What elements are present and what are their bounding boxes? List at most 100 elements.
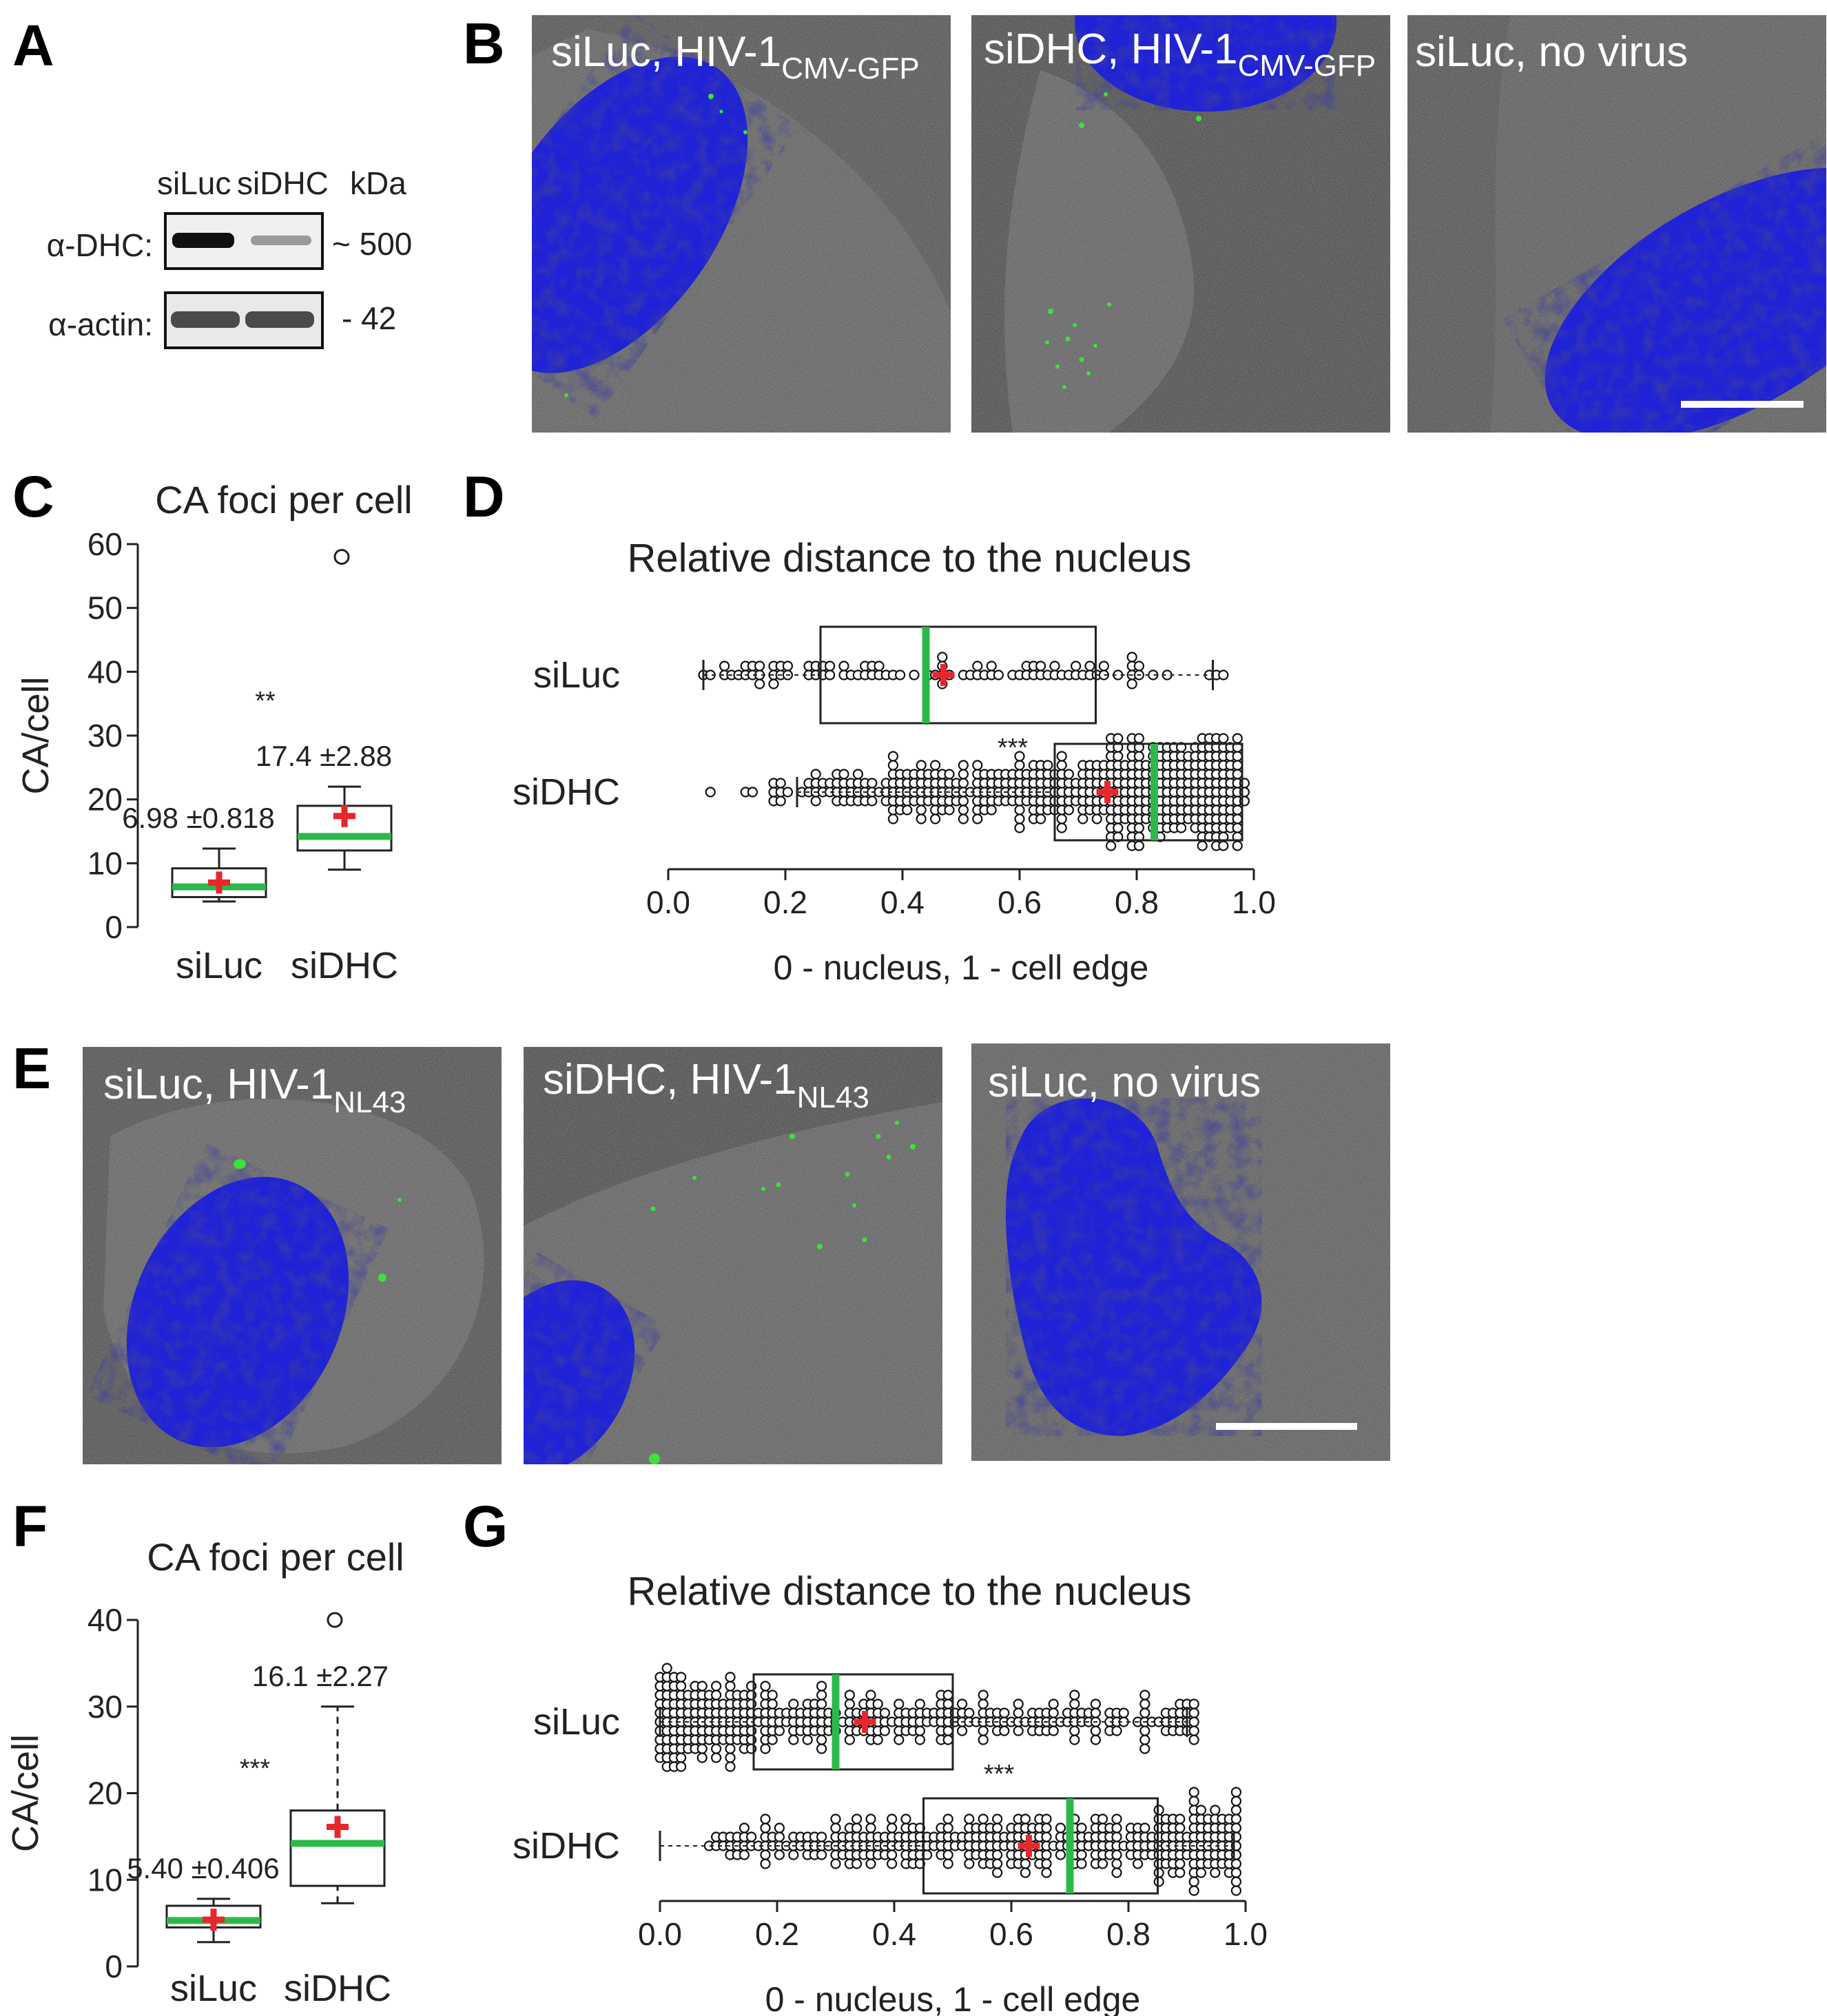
- data-point-sidhc: [852, 769, 864, 780]
- data-point-siluc: [1069, 1698, 1080, 1710]
- data-point-siluc: [1126, 652, 1137, 663]
- data-point-sidhc: [760, 1849, 771, 1860]
- data-point-siluc: [1188, 1734, 1199, 1745]
- data-point-sidhc: [1035, 813, 1046, 824]
- kda-value-actin: - 42: [342, 300, 396, 336]
- data-point-sidhc: [745, 1831, 757, 1842]
- significance-marker: **: [255, 687, 276, 716]
- data-point-sidhc: [1020, 1814, 1031, 1825]
- data-point-sidhc: [1056, 822, 1067, 833]
- data-point-siluc: [1090, 1725, 1102, 1736]
- data-point-sidhc: [1056, 813, 1067, 824]
- micrograph-b3-label-main: siLuc, no virus: [1415, 28, 1688, 76]
- data-point-sidhc: [1133, 733, 1145, 744]
- data-point-sidhc: [867, 796, 878, 807]
- data-point-sidhc: [886, 1858, 898, 1869]
- data-point-sidhc: [942, 1814, 953, 1825]
- data-point-siluc: [725, 1672, 736, 1683]
- significance-marker: ***: [998, 734, 1029, 762]
- panel-letter-e: E: [12, 1036, 51, 1101]
- data-point-sidhc: [774, 1831, 785, 1842]
- micrograph-b1-label-sub: CMV-GFP: [781, 52, 919, 85]
- data-point-siluc: [754, 661, 765, 672]
- data-point-siluc: [978, 1725, 989, 1736]
- data-point-siluc: [816, 1734, 827, 1745]
- data-point-sidhc: [1188, 1787, 1199, 1798]
- data-point-sidhc: [986, 804, 997, 815]
- data-point-sidhc: [916, 760, 927, 771]
- annotation-siluc: 5.40 ±0.406: [127, 1852, 280, 1884]
- data-point-sidhc: [991, 1814, 1003, 1825]
- data-point-siluc: [696, 1743, 708, 1754]
- data-point-siluc: [719, 661, 730, 672]
- data-point-siluc: [942, 1698, 953, 1710]
- panel-letter-d: D: [463, 464, 505, 529]
- data-point-sidhc: [1153, 1876, 1164, 1887]
- category-label-siluc: siLuc: [170, 1968, 257, 2009]
- data-point-siluc: [725, 1743, 736, 1754]
- x-tick-label: 0.6: [998, 884, 1042, 920]
- data-point-sidhc: [1042, 760, 1053, 771]
- data-point-sidhc: [964, 1858, 975, 1869]
- chart-title: CA foci per cell: [155, 478, 413, 521]
- lane-label-sidhc: siDHC: [237, 165, 329, 201]
- data-point-sidhc: [774, 1822, 785, 1833]
- data-point-siluc: [1188, 1725, 1199, 1736]
- data-point-sidhc: [958, 804, 969, 815]
- data-point-siluc: [894, 669, 906, 680]
- y-tick-label: 0: [105, 909, 123, 945]
- data-point-siluc: [760, 1681, 771, 1692]
- x-tick-label: 0.4: [872, 1916, 916, 1952]
- data-point-sidhc: [865, 1814, 876, 1825]
- data-point-siluc: [1069, 1734, 1080, 1745]
- data-point-sidhc: [1113, 822, 1124, 833]
- data-point-sidhc: [886, 1849, 898, 1860]
- y-tick-label: 10: [87, 1862, 123, 1898]
- data-point-sidhc: [887, 760, 899, 771]
- data-point-siluc: [986, 661, 997, 672]
- data-point-siluc: [879, 1707, 891, 1718]
- data-point-sidhc: [1232, 813, 1243, 824]
- mean-marker-siluc: [208, 871, 230, 894]
- data-point-sidhc: [991, 1849, 1003, 1860]
- data-point-sidhc: [972, 813, 983, 824]
- data-point-sidhc: [867, 778, 878, 789]
- data-point-sidhc: [944, 769, 955, 780]
- x-tick-label: 0.8: [1106, 1916, 1150, 1952]
- data-point-sidhc: [1232, 840, 1243, 851]
- data-point-sidhc: [1139, 1822, 1150, 1833]
- data-point-sidhc: [902, 804, 913, 815]
- chart-f-box-plot: CA foci per cell CA/cell 0 10 20 30 40 5.40 ±0.…: [5, 1535, 404, 2009]
- micrograph-e1-label-sub: NL43: [333, 1085, 406, 1119]
- data-point-siluc: [844, 1690, 856, 1701]
- data-point-siluc: [942, 1734, 953, 1745]
- significance-marker: ***: [240, 1754, 271, 1783]
- band-actin-sidhc: [245, 311, 314, 328]
- data-point-siluc: [767, 1734, 778, 1745]
- data-point-sidhc: [1230, 1885, 1242, 1896]
- chart-d-distance-plot: Relative distance to the nucleus 0.0 0.2 0.…: [513, 536, 1276, 987]
- x-tick-label: 0.0: [638, 1916, 682, 1952]
- data-point-sidhc: [1195, 1867, 1207, 1878]
- data-point-sidhc: [944, 804, 955, 815]
- data-point-sidhc: [1232, 760, 1243, 771]
- data-point-sidhc: [991, 1867, 1003, 1878]
- scale-bar-e: [1216, 1423, 1357, 1430]
- data-point-sidhc: [958, 813, 969, 824]
- data-point-sidhc: [978, 1814, 989, 1825]
- data-point-sidhc: [958, 760, 969, 771]
- data-point-sidhc: [739, 1822, 750, 1833]
- data-point-siluc: [872, 1698, 883, 1710]
- data-point-sidhc: [1014, 804, 1025, 815]
- x-tick-label: 0.8: [1115, 884, 1159, 920]
- micrograph-e3-label: siLuc, no virus: [988, 1059, 1261, 1106]
- data-point-siluc: [710, 1752, 722, 1763]
- x-tick-label: 0.2: [763, 884, 807, 920]
- y-axis-label: CA/cell: [5, 1734, 46, 1852]
- data-point-sidhc: [1197, 840, 1208, 851]
- data-point-siluc: [1013, 1707, 1024, 1718]
- data-point-siluc: [1118, 1707, 1129, 1718]
- band-dhc-sidhc: [251, 236, 311, 245]
- data-point-siluc: [1035, 661, 1046, 672]
